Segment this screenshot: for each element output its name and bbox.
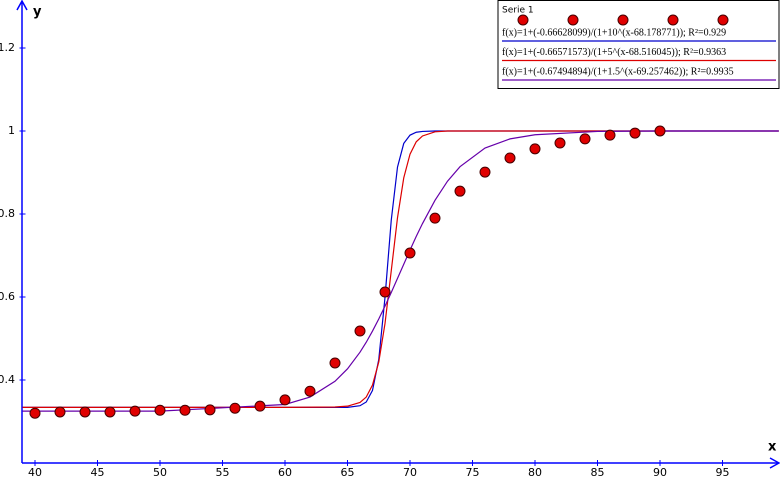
data-point <box>354 325 366 337</box>
legend-swatch <box>717 14 729 26</box>
x-tick-label: 70 <box>403 466 417 479</box>
x-tick-label: 80 <box>528 466 542 479</box>
data-point <box>529 143 541 155</box>
x-arrow <box>769 457 780 469</box>
legend-swatch <box>667 14 679 26</box>
legend-label: f(x)=1+(-0.66571573)/(1+5^(x-68.516045))… <box>502 47 726 58</box>
y-tick-label: 0.8 <box>0 207 15 220</box>
legend-swatch <box>617 14 629 26</box>
data-point <box>154 404 166 416</box>
data-point <box>629 127 641 139</box>
x-axis-label: x <box>768 440 777 455</box>
data-point <box>29 407 41 419</box>
legend-label: f(x)=1+(-0.66628099)/(1+10^(x-68.178771)… <box>502 27 726 38</box>
legend-swatch <box>567 14 579 26</box>
x-tick-label: 60 <box>278 466 292 479</box>
data-point <box>229 402 241 414</box>
data-point <box>404 247 416 259</box>
data-point <box>604 129 616 141</box>
fit-curve <box>22 130 779 412</box>
data-point <box>454 185 466 197</box>
y-tick-label: 0.4 <box>0 373 15 386</box>
data-point <box>204 404 216 416</box>
plot-area <box>22 125 779 419</box>
x-tick-label: 40 <box>28 466 42 479</box>
y-axis-label: y <box>33 5 42 20</box>
data-point <box>54 406 66 418</box>
x-tick-label: 75 <box>466 466 480 479</box>
y-tick-label: 1 <box>8 124 15 137</box>
data-point <box>129 405 141 417</box>
data-point <box>254 400 266 412</box>
legend-swatch <box>517 14 529 26</box>
data-point <box>304 385 316 397</box>
data-point <box>329 357 341 369</box>
legend-label: f(x)=1+(-0.67494894)/(1+1.5^(x-69.257462… <box>502 66 734 77</box>
fit-curve <box>22 130 779 408</box>
y-arrow <box>16 0 28 11</box>
x-tick-label: 95 <box>716 466 730 479</box>
x-tick-label: 85 <box>591 466 605 479</box>
fit-curve <box>22 130 779 408</box>
x-tick-label: 50 <box>153 466 167 479</box>
data-point <box>479 166 491 178</box>
y-tick-label: 0.6 <box>0 290 15 303</box>
x-tick-label: 90 <box>653 466 667 479</box>
y-tick-label: 1.2 <box>0 41 15 54</box>
x-tick-label: 55 <box>216 466 230 479</box>
legend: Serie 1 f(x)=1+(-0.66628099)/(1+10^(x-68.… <box>497 0 780 89</box>
x-tick-label: 45 <box>91 466 105 479</box>
data-point <box>379 286 391 298</box>
legend-box <box>497 0 780 89</box>
data-point <box>279 394 291 406</box>
data-point <box>579 133 591 145</box>
x-tick-label: 65 <box>341 466 355 479</box>
data-point <box>104 406 116 418</box>
data-point <box>654 125 666 137</box>
data-point <box>554 137 566 149</box>
data-point <box>429 212 441 224</box>
data-point <box>504 152 516 164</box>
data-point <box>79 406 91 418</box>
legend-label: Serie 1 <box>502 6 534 16</box>
data-point <box>179 404 191 416</box>
